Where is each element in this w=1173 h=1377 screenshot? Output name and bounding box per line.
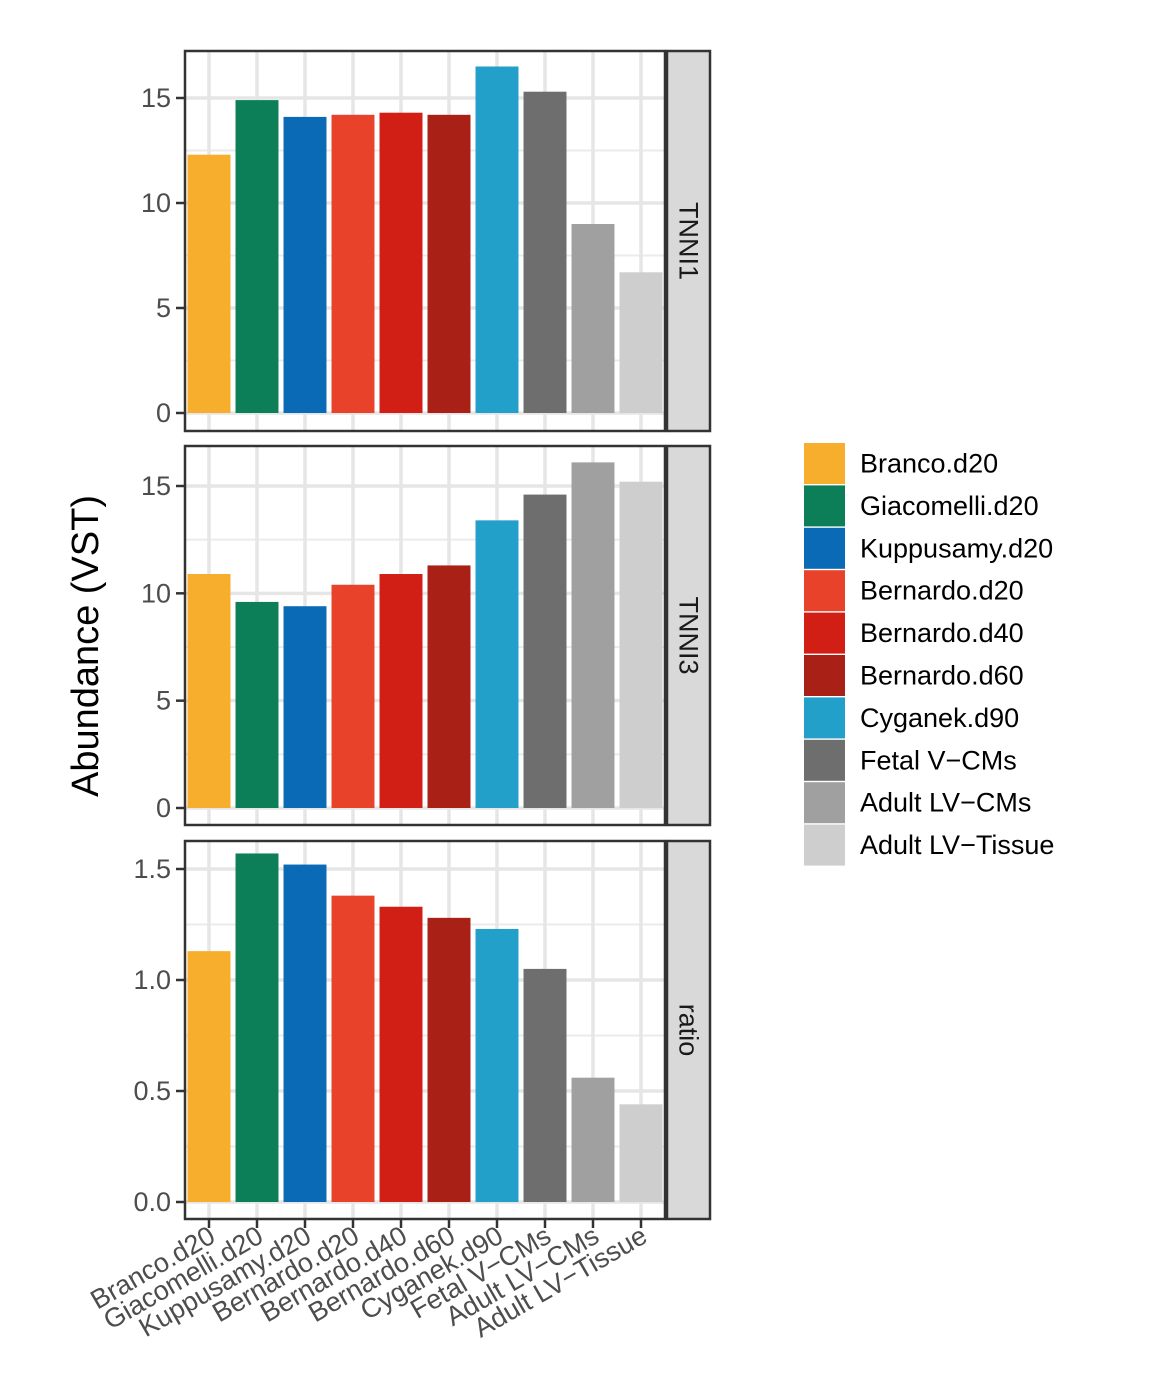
y-tick-label: 0	[156, 398, 171, 428]
bar-2-2	[283, 864, 327, 1202]
panel-border	[183, 49, 667, 433]
y-tick-label: 1.0	[133, 965, 171, 995]
bar-1-2	[283, 606, 327, 808]
bar-1-1	[235, 601, 279, 808]
legend-key	[804, 655, 845, 696]
facet-strip	[665, 444, 712, 827]
facet-strip	[665, 839, 712, 1221]
legend-key	[804, 612, 845, 654]
y-tick-label: 15	[141, 83, 171, 113]
legend-key	[804, 697, 845, 739]
legend-key	[804, 485, 845, 527]
bar-2-0	[187, 951, 231, 1202]
legend-label: Bernardo.d40	[860, 618, 1024, 648]
panel-border	[183, 444, 667, 827]
y-tick-label: 15	[141, 471, 171, 501]
bar-2-3	[331, 895, 375, 1202]
strip-label: ratio	[674, 1004, 704, 1057]
bar-1-0	[187, 574, 231, 808]
y-tick-label: 1.5	[133, 854, 171, 884]
legend-label: Giacomelli.d20	[860, 491, 1039, 521]
bar-1-9	[619, 481, 663, 808]
bar-2-5	[427, 917, 471, 1202]
bar-2-1	[235, 853, 279, 1202]
legend-label: Kuppusamy.d20	[860, 533, 1053, 563]
legend-label: Bernardo.d60	[860, 661, 1024, 691]
legend-label: Cyganek.d90	[860, 703, 1019, 733]
legend-label: Branco.d20	[860, 449, 998, 479]
legend-label: Adult LV−CMs	[860, 788, 1031, 818]
panel-border	[183, 839, 667, 1221]
legend: Branco.d20 Giacomelli.d20 Kuppusamy.d20 Ber…	[804, 443, 1054, 866]
x-axis: Branco.d20Giacomelli.d20Kuppusamy.d20Ber…	[85, 1219, 652, 1343]
y-tick-label: 0.0	[133, 1187, 171, 1217]
panel-tnni3: TNNI3 0 5 10 15	[141, 444, 712, 827]
legend-key	[804, 443, 845, 484]
bar-1-8	[571, 462, 615, 808]
legend-label: Fetal V−CMs	[860, 745, 1017, 775]
panel-tnni1: TNNI1 0 5 10 15	[141, 49, 712, 433]
bar-0-7	[523, 91, 567, 413]
bar-2-8	[571, 1077, 615, 1202]
bar-0-2	[283, 116, 327, 414]
bar-2-6	[475, 928, 519, 1202]
bar-2-9	[619, 1104, 663, 1202]
panels: TNNI1 0 5 10 15 TNNI3 0 5 10 15 ratio 0.0 0.5 1.0 1.5	[133, 49, 712, 1221]
y-tick-label: 10	[141, 188, 171, 218]
y-tick-label: 5	[156, 293, 171, 323]
bar-0-5	[427, 114, 471, 414]
bar-1-6	[475, 520, 519, 808]
y-axis-title: Abundance (VST)	[65, 495, 107, 797]
bar-1-4	[379, 574, 423, 808]
bar-1-7	[523, 494, 567, 808]
bar-0-3	[331, 114, 375, 414]
bar-2-4	[379, 906, 423, 1202]
strip-label: TNNI1	[674, 202, 704, 280]
bar-2-7	[523, 968, 567, 1202]
legend-key	[804, 527, 845, 569]
legend-label: Bernardo.d20	[860, 576, 1024, 606]
bar-0-9	[619, 272, 663, 413]
bar-0-1	[235, 100, 279, 413]
y-tick-label: 0.5	[133, 1076, 171, 1106]
y-tick-label: 5	[156, 686, 171, 716]
y-tick-label: 0	[156, 793, 171, 823]
legend-key	[804, 782, 845, 824]
bar-0-8	[571, 224, 615, 413]
facet-strip	[665, 49, 712, 433]
bar-1-5	[427, 565, 471, 808]
bar-0-0	[187, 154, 231, 413]
bar-1-3	[331, 584, 375, 808]
bar-0-6	[475, 66, 519, 413]
y-tick-label: 10	[141, 578, 171, 608]
legend-label: Adult LV−Tissue	[860, 830, 1054, 860]
panel-ratio: ratio 0.0 0.5 1.0 1.5	[133, 839, 712, 1221]
strip-label: TNNI3	[674, 596, 704, 674]
bar-0-4	[379, 112, 423, 413]
legend-key	[804, 570, 845, 612]
legend-key	[804, 824, 845, 866]
legend-key	[804, 739, 845, 781]
